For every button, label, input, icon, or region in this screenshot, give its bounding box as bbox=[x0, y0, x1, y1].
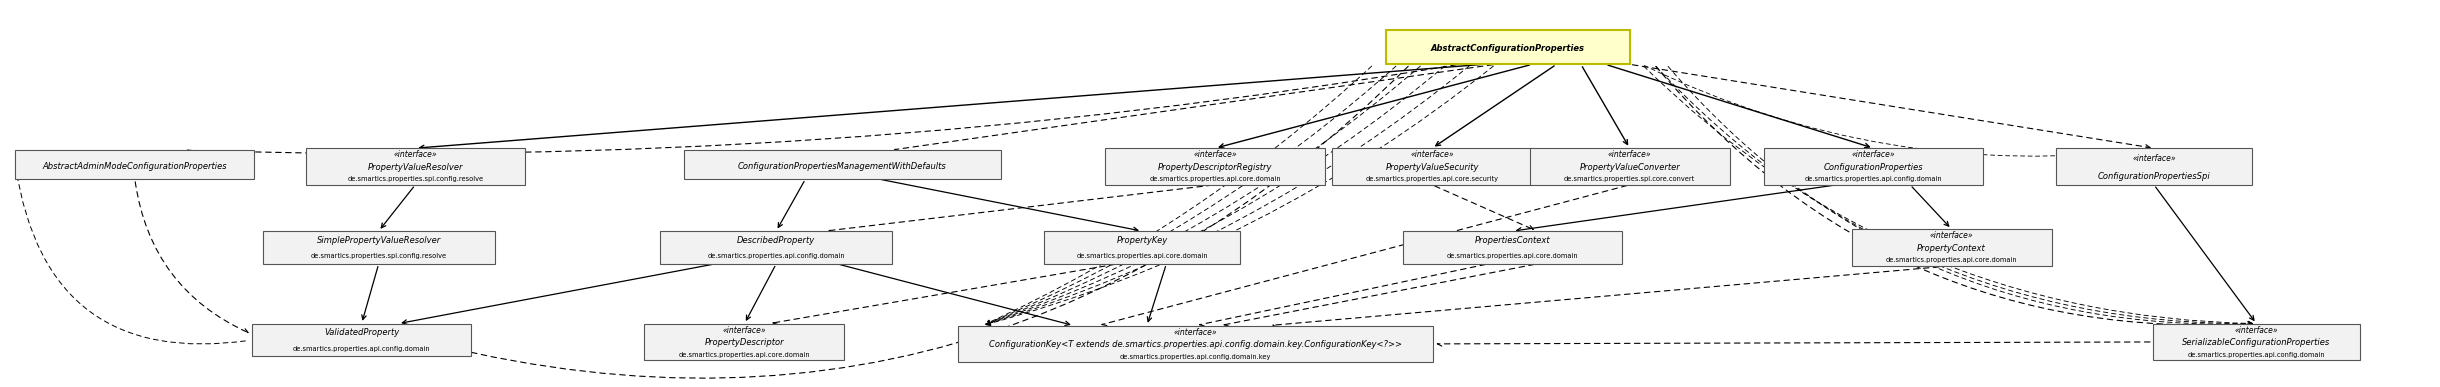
Text: ConfigurationPropertiesSpi: ConfigurationPropertiesSpi bbox=[2098, 172, 2211, 181]
Text: de.smartics.properties.api.config.domain: de.smartics.properties.api.config.domain bbox=[293, 346, 429, 352]
FancyBboxPatch shape bbox=[2152, 324, 2359, 360]
Text: PropertiesContext: PropertiesContext bbox=[1474, 236, 1549, 245]
Text: PropertyValueConverter: PropertyValueConverter bbox=[1579, 163, 1681, 171]
Text: «interface»: «interface» bbox=[1930, 231, 1974, 240]
Text: «interface»: «interface» bbox=[1608, 151, 1652, 159]
Text: PropertyDescriptor: PropertyDescriptor bbox=[705, 338, 783, 347]
Text: de.smartics.properties.api.core.domain: de.smartics.properties.api.core.domain bbox=[1076, 253, 1208, 260]
FancyBboxPatch shape bbox=[1764, 148, 1984, 185]
FancyBboxPatch shape bbox=[251, 324, 471, 356]
Text: SerializableConfigurationProperties: SerializableConfigurationProperties bbox=[2181, 338, 2330, 347]
Text: «interface»: «interface» bbox=[1193, 151, 1237, 159]
FancyBboxPatch shape bbox=[264, 231, 495, 264]
Text: de.smartics.properties.spi.config.resolve: de.smartics.properties.spi.config.resolv… bbox=[310, 253, 447, 260]
FancyBboxPatch shape bbox=[15, 150, 254, 179]
Text: «interface»: «interface» bbox=[393, 151, 437, 159]
Text: PropertyValueResolver: PropertyValueResolver bbox=[368, 163, 464, 171]
FancyBboxPatch shape bbox=[644, 324, 844, 360]
Text: de.smartics.properties.api.config.domain.key: de.smartics.properties.api.config.domain… bbox=[1120, 354, 1271, 360]
FancyBboxPatch shape bbox=[1105, 148, 1325, 185]
Text: ConfigurationKey<T extends de.smartics.properties.api.config.domain.key.Configur: ConfigurationKey<T extends de.smartics.p… bbox=[988, 340, 1403, 349]
Text: de.smartics.properties.spi.core.convert: de.smartics.properties.spi.core.convert bbox=[1564, 176, 1696, 182]
FancyBboxPatch shape bbox=[1332, 148, 1532, 185]
FancyBboxPatch shape bbox=[959, 325, 1432, 362]
Text: «interface»: «interface» bbox=[722, 326, 766, 335]
FancyBboxPatch shape bbox=[305, 148, 525, 185]
FancyBboxPatch shape bbox=[1386, 30, 1630, 64]
FancyBboxPatch shape bbox=[1403, 231, 1623, 264]
Text: de.smartics.properties.api.core.security: de.smartics.properties.api.core.security bbox=[1366, 176, 1498, 182]
Text: PropertyKey: PropertyKey bbox=[1118, 236, 1169, 245]
Text: de.smartics.properties.api.core.domain: de.smartics.properties.api.core.domain bbox=[1447, 253, 1579, 260]
FancyBboxPatch shape bbox=[2057, 148, 2252, 185]
Text: ValidatedProperty: ValidatedProperty bbox=[325, 328, 400, 337]
Text: de.smartics.properties.api.config.domain: de.smartics.properties.api.config.domain bbox=[708, 253, 844, 260]
Text: AbstractAdminModeConfigurationProperties: AbstractAdminModeConfigurationProperties bbox=[41, 161, 227, 171]
Text: PropertyDescriptorRegistry: PropertyDescriptorRegistry bbox=[1159, 163, 1271, 171]
Text: AbstractConfigurationProperties: AbstractConfigurationProperties bbox=[1430, 44, 1584, 53]
FancyBboxPatch shape bbox=[661, 231, 893, 264]
Text: ConfigurationProperties: ConfigurationProperties bbox=[1823, 163, 1923, 171]
Text: de.smartics.properties.api.core.domain: de.smartics.properties.api.core.domain bbox=[678, 352, 810, 358]
FancyBboxPatch shape bbox=[683, 150, 1000, 179]
Text: de.smartics.properties.api.core.domain: de.smartics.properties.api.core.domain bbox=[1149, 176, 1281, 182]
Text: «interface»: «interface» bbox=[1410, 151, 1454, 159]
Text: «interface»: «interface» bbox=[1852, 151, 1896, 159]
Text: «interface»: «interface» bbox=[2235, 326, 2279, 335]
FancyBboxPatch shape bbox=[1530, 148, 1730, 185]
Text: ConfigurationPropertiesManagementWithDefaults: ConfigurationPropertiesManagementWithDef… bbox=[737, 161, 947, 171]
Text: PropertyContext: PropertyContext bbox=[1918, 243, 1986, 253]
Text: SimplePropertyValueResolver: SimplePropertyValueResolver bbox=[317, 236, 442, 245]
Text: de.smartics.properties.spi.config.resolve: de.smartics.properties.spi.config.resolv… bbox=[346, 176, 483, 182]
Text: de.smartics.properties.api.config.domain: de.smartics.properties.api.config.domain bbox=[1806, 176, 1942, 182]
Text: de.smartics.properties.api.config.domain: de.smartics.properties.api.config.domain bbox=[2189, 352, 2325, 358]
FancyBboxPatch shape bbox=[1852, 229, 2052, 266]
Text: «interface»: «interface» bbox=[2133, 154, 2176, 163]
Text: PropertyValueSecurity: PropertyValueSecurity bbox=[1386, 163, 1479, 171]
Text: «interface»: «interface» bbox=[1174, 328, 1218, 337]
Text: de.smartics.properties.api.core.domain: de.smartics.properties.api.core.domain bbox=[1886, 257, 2018, 263]
FancyBboxPatch shape bbox=[1044, 231, 1240, 264]
Text: DescribedProperty: DescribedProperty bbox=[737, 236, 815, 245]
